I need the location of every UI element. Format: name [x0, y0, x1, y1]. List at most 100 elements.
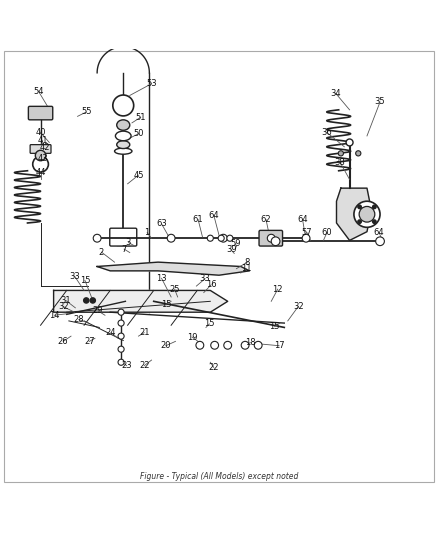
Polygon shape	[336, 188, 371, 240]
Text: 35: 35	[375, 98, 385, 107]
Circle shape	[93, 235, 101, 242]
Text: 62: 62	[261, 215, 271, 224]
Ellipse shape	[117, 141, 130, 149]
Circle shape	[358, 220, 361, 223]
Circle shape	[224, 341, 232, 349]
Circle shape	[196, 341, 204, 349]
Text: 29: 29	[93, 306, 103, 316]
Circle shape	[118, 359, 124, 365]
Text: 25: 25	[170, 285, 180, 294]
Text: 13: 13	[156, 274, 167, 282]
Text: 23: 23	[121, 361, 132, 370]
Circle shape	[84, 298, 89, 303]
Circle shape	[373, 205, 376, 208]
Text: 28: 28	[74, 315, 84, 324]
Circle shape	[302, 235, 310, 242]
Text: 41: 41	[38, 136, 48, 145]
Text: 53: 53	[146, 79, 157, 88]
Circle shape	[271, 237, 280, 246]
Text: 33: 33	[200, 274, 210, 283]
Text: 12: 12	[272, 285, 283, 294]
Polygon shape	[53, 290, 228, 312]
Circle shape	[241, 341, 249, 349]
Ellipse shape	[115, 148, 132, 154]
Circle shape	[167, 235, 175, 242]
Text: Figure - Typical (All Models) except noted: Figure - Typical (All Models) except not…	[140, 472, 298, 481]
Circle shape	[219, 235, 227, 242]
Text: 42: 42	[40, 143, 50, 152]
Text: 20: 20	[161, 341, 171, 350]
Text: 15: 15	[204, 319, 215, 328]
Circle shape	[113, 95, 134, 116]
Text: 51: 51	[135, 112, 146, 122]
Text: 50: 50	[133, 130, 144, 138]
Text: 7: 7	[121, 245, 127, 254]
Text: 8: 8	[244, 257, 250, 266]
Text: 38: 38	[335, 158, 346, 166]
Text: 64: 64	[208, 211, 219, 220]
Text: 3: 3	[126, 238, 131, 247]
Circle shape	[218, 235, 224, 241]
Text: 34: 34	[330, 89, 341, 98]
Text: 33: 33	[69, 272, 80, 280]
Circle shape	[376, 237, 385, 246]
Text: 15: 15	[161, 300, 171, 309]
Text: 36: 36	[321, 128, 332, 137]
Circle shape	[33, 156, 48, 172]
FancyBboxPatch shape	[110, 228, 137, 246]
Text: 21: 21	[139, 328, 149, 337]
Text: 16: 16	[206, 280, 216, 289]
Circle shape	[358, 205, 361, 208]
Polygon shape	[97, 262, 250, 275]
Text: 64: 64	[374, 228, 385, 237]
FancyBboxPatch shape	[30, 144, 51, 154]
Text: 45: 45	[133, 171, 144, 180]
Circle shape	[359, 206, 375, 222]
Text: 32: 32	[58, 302, 68, 311]
Text: 24: 24	[106, 328, 117, 337]
Text: 44: 44	[35, 168, 46, 177]
Text: 43: 43	[37, 154, 48, 163]
Text: 40: 40	[35, 128, 46, 137]
Text: 1: 1	[145, 228, 150, 237]
Circle shape	[373, 220, 376, 223]
Text: 55: 55	[81, 108, 92, 117]
Circle shape	[118, 346, 124, 352]
Circle shape	[346, 139, 353, 146]
Text: 22: 22	[139, 361, 149, 370]
Text: 27: 27	[84, 337, 95, 346]
Circle shape	[338, 151, 343, 156]
Circle shape	[207, 235, 213, 241]
Circle shape	[35, 150, 46, 161]
Circle shape	[118, 320, 124, 326]
Circle shape	[267, 235, 275, 242]
Circle shape	[118, 309, 124, 315]
Text: 11: 11	[241, 264, 251, 273]
Text: 31: 31	[60, 296, 71, 305]
Text: 59: 59	[230, 239, 241, 248]
Text: 32: 32	[293, 302, 304, 311]
Text: 15: 15	[80, 276, 90, 285]
FancyBboxPatch shape	[28, 107, 53, 120]
Circle shape	[227, 235, 233, 241]
Text: 61: 61	[193, 215, 203, 224]
Text: 57: 57	[302, 228, 312, 237]
Circle shape	[90, 298, 95, 303]
Text: 14: 14	[49, 311, 60, 320]
FancyBboxPatch shape	[259, 230, 283, 246]
Circle shape	[354, 201, 380, 228]
Ellipse shape	[116, 131, 131, 141]
Text: 26: 26	[58, 337, 68, 346]
Circle shape	[118, 333, 124, 339]
Text: 39: 39	[226, 246, 237, 254]
Text: 54: 54	[33, 86, 44, 95]
Ellipse shape	[117, 120, 130, 130]
Text: 22: 22	[208, 363, 219, 372]
Text: 63: 63	[156, 220, 167, 228]
Text: 17: 17	[274, 341, 284, 350]
Text: 2: 2	[99, 248, 104, 256]
Text: 64: 64	[297, 215, 308, 224]
Circle shape	[356, 151, 361, 156]
Circle shape	[211, 341, 219, 349]
Text: 15: 15	[269, 322, 280, 331]
